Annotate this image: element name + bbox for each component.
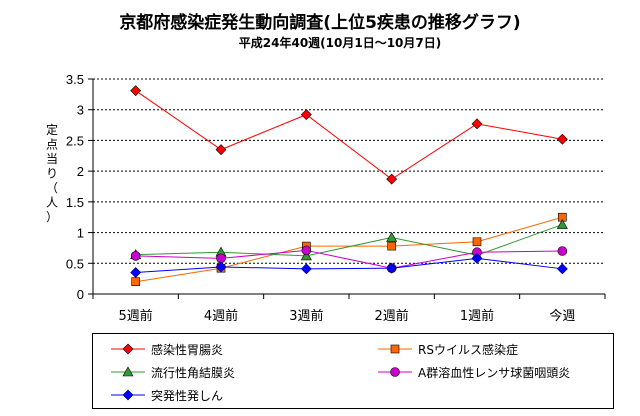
y-tick-label: 1.5 bbox=[66, 195, 84, 210]
gridlines bbox=[88, 78, 605, 295]
y-axis-label: 定点当り（人） bbox=[46, 122, 58, 224]
x-tick-label: 5週前 bbox=[119, 308, 153, 324]
data-point bbox=[215, 144, 227, 156]
data-point bbox=[386, 262, 398, 274]
data-point bbox=[387, 241, 396, 251]
y-tick-label: 1 bbox=[77, 226, 84, 241]
legend-label: 感染性胃腸炎 bbox=[151, 342, 224, 357]
data-point bbox=[300, 250, 312, 261]
data-point bbox=[472, 237, 482, 247]
series bbox=[130, 218, 568, 261]
legend-swatch bbox=[378, 367, 412, 377]
data-point bbox=[471, 118, 483, 130]
data-point bbox=[215, 261, 227, 273]
x-tick-label: 3週前 bbox=[289, 308, 323, 324]
chart-subtitle: 平成24年40週(10月1日～10月7日) bbox=[238, 36, 442, 50]
series bbox=[130, 85, 568, 185]
data-point bbox=[300, 263, 312, 275]
data-point bbox=[390, 367, 400, 377]
y-tick-label: 3 bbox=[77, 103, 84, 118]
chart-title: 京都府感染症発生動向調査(上位5疾患の推移グラフ) bbox=[119, 13, 521, 33]
legend-swatch bbox=[111, 343, 145, 355]
data-point bbox=[131, 277, 140, 287]
axes bbox=[92, 79, 606, 299]
line-chart: 0 0.5 1 1.5 2 2.5 3 3.5 5週前 4週前 3週前 2週前 1週前 今週 定点当り（… bbox=[46, 72, 606, 324]
data-point bbox=[386, 173, 398, 185]
y-axis-label-text: 定点当り（人） bbox=[46, 122, 58, 224]
legend-label: A群溶血性レンサ球菌咽頭炎 bbox=[418, 365, 571, 380]
data-point bbox=[390, 344, 400, 354]
legend-label: 突発性発しん bbox=[151, 388, 224, 403]
data-point bbox=[122, 366, 134, 377]
legend-item: 流行性角結膜炎 bbox=[111, 363, 235, 381]
data-point bbox=[301, 245, 312, 256]
series bbox=[131, 212, 567, 287]
data-point bbox=[130, 267, 142, 278]
y-tick-label: 0.5 bbox=[66, 256, 84, 271]
data-point bbox=[556, 133, 568, 145]
legend: 感染性胃腸炎 RSウイルス感染症流行性角結膜炎 A群溶血性レンサ球菌咽頭炎突発性発し… bbox=[92, 333, 614, 409]
data-point bbox=[122, 343, 134, 355]
data-point bbox=[386, 231, 398, 242]
series-line bbox=[135, 224, 563, 257]
y-tick-label: 3.5 bbox=[66, 72, 84, 87]
data-point bbox=[471, 252, 483, 264]
data-point bbox=[130, 85, 142, 97]
y-tick-label: 2 bbox=[77, 164, 84, 179]
y-tick-label: 0 bbox=[77, 287, 84, 302]
data-point bbox=[122, 389, 134, 401]
legend-label: RSウイルス感染症 bbox=[418, 342, 518, 357]
legend-label: 流行性角結膜炎 bbox=[151, 365, 236, 380]
legend-swatch bbox=[111, 366, 145, 377]
legend-item: A群溶血性レンサ球菌咽頭炎 bbox=[378, 363, 570, 381]
data-point bbox=[556, 218, 568, 229]
series-line bbox=[135, 257, 563, 273]
legend-swatch bbox=[111, 389, 145, 401]
series-line bbox=[135, 249, 563, 269]
series bbox=[130, 252, 568, 278]
x-tick-label: 2週前 bbox=[375, 308, 409, 324]
x-tick-label: 1週前 bbox=[460, 308, 494, 324]
data-point bbox=[557, 246, 568, 256]
y-tick-label: 2.5 bbox=[66, 133, 84, 148]
series-line bbox=[135, 90, 563, 180]
series-line bbox=[135, 216, 563, 283]
legend-swatch bbox=[378, 344, 412, 354]
data-point bbox=[216, 253, 226, 264]
legend-item: 突発性発しん bbox=[111, 386, 223, 404]
series-group bbox=[130, 85, 568, 287]
data-point bbox=[130, 251, 141, 261]
legend-item: 感染性胃腸炎 bbox=[111, 340, 223, 358]
x-tick-label: 今週 bbox=[549, 308, 575, 324]
y-tick-labels: 0 0.5 1 1.5 2 2.5 3 3.5 bbox=[66, 72, 84, 302]
data-point bbox=[556, 263, 568, 275]
data-point bbox=[300, 109, 312, 121]
x-tick-label: 4週前 bbox=[204, 308, 238, 324]
legend-item: RSウイルス感染症 bbox=[378, 340, 518, 358]
x-tick-labels: 5週前 4週前 3週前 2週前 1週前 今週 bbox=[119, 308, 576, 324]
